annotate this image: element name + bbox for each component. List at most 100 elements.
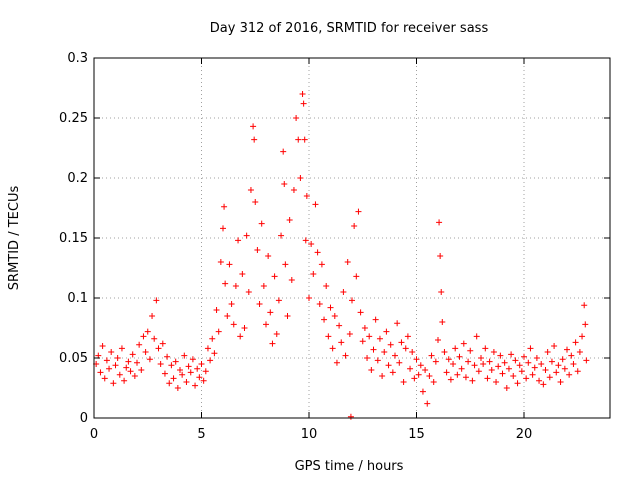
- data-point: [286, 217, 293, 223]
- data-point: [159, 340, 166, 347]
- data-point: [576, 349, 583, 355]
- data-point: [462, 374, 469, 381]
- data-point: [202, 368, 209, 375]
- data-point: [439, 319, 446, 325]
- data-point: [121, 377, 128, 384]
- data-point: [581, 302, 588, 309]
- data-point: [187, 369, 194, 376]
- data-point: [398, 339, 405, 346]
- x-tick-label: 10: [301, 427, 318, 442]
- y-tick-label: 0.25: [59, 111, 88, 126]
- data-point: [299, 91, 306, 97]
- data-point: [164, 353, 171, 360]
- data-point: [579, 333, 586, 340]
- data-point: [531, 364, 538, 371]
- data-point: [438, 289, 445, 295]
- data-point: [473, 333, 480, 340]
- data-point: [271, 273, 278, 280]
- data-point: [533, 355, 540, 361]
- data-point: [123, 364, 130, 371]
- data-point: [512, 357, 519, 364]
- data-point: [540, 381, 547, 388]
- data-point: [445, 356, 452, 363]
- data-point: [125, 358, 132, 365]
- data-point: [252, 199, 259, 205]
- data-point: [400, 379, 407, 385]
- data-point: [508, 351, 515, 358]
- data-point: [564, 346, 570, 353]
- data-point: [370, 346, 377, 353]
- data-point: [232, 283, 239, 289]
- data-point: [288, 277, 295, 283]
- data-point: [357, 309, 364, 316]
- data-point: [230, 321, 237, 328]
- data-point: [251, 136, 258, 143]
- data-point: [295, 136, 302, 143]
- data-point: [376, 335, 383, 342]
- data-point: [415, 371, 422, 378]
- data-point: [153, 297, 160, 304]
- y-tick-label: 0.05: [59, 351, 88, 366]
- data-point: [303, 193, 310, 199]
- data-point: [527, 345, 534, 352]
- data-point: [254, 247, 261, 253]
- data-point: [101, 375, 108, 382]
- data-point: [366, 333, 373, 340]
- data-point: [217, 259, 224, 265]
- data-point: [381, 349, 388, 355]
- data-point: [557, 379, 564, 385]
- data-point: [407, 365, 414, 372]
- data-point: [241, 325, 248, 331]
- data-point: [116, 371, 123, 378]
- data-point: [383, 328, 390, 335]
- data-point: [392, 352, 398, 359]
- data-point: [499, 370, 506, 377]
- data-point: [189, 356, 196, 363]
- data-point: [404, 333, 411, 340]
- data-point: [265, 253, 272, 259]
- data-point: [336, 322, 343, 329]
- data-point: [514, 380, 521, 387]
- data-point: [112, 362, 119, 369]
- data-point: [222, 280, 229, 287]
- data-point: [267, 309, 274, 316]
- data-point: [331, 313, 338, 319]
- data-point: [396, 359, 403, 366]
- data-point: [480, 361, 487, 367]
- data-point: [495, 363, 502, 370]
- data-point: [529, 371, 536, 378]
- data-point: [570, 361, 577, 367]
- data-point: [235, 237, 242, 244]
- data-point: [402, 345, 409, 352]
- data-point: [469, 377, 476, 384]
- data-point: [106, 365, 113, 372]
- data-point: [460, 340, 467, 347]
- data-point: [278, 232, 285, 239]
- data-point: [359, 338, 366, 345]
- data-point: [185, 363, 192, 370]
- data-point: [544, 349, 551, 355]
- data-point: [465, 358, 472, 365]
- data-point: [157, 361, 164, 367]
- data-point: [226, 261, 233, 268]
- data-point: [482, 345, 489, 352]
- data-point: [364, 355, 371, 361]
- data-point: [478, 355, 484, 361]
- data-point: [224, 313, 231, 319]
- data-point: [103, 357, 110, 364]
- data-point: [430, 379, 437, 385]
- data-point: [428, 352, 435, 359]
- data-point: [379, 373, 386, 379]
- data-point: [435, 337, 441, 343]
- data-point: [582, 321, 589, 328]
- data-point: [411, 375, 418, 382]
- data-point: [260, 283, 267, 289]
- data-point: [574, 368, 581, 375]
- data-point: [161, 370, 168, 377]
- data-point: [553, 369, 560, 376]
- data-point: [99, 343, 106, 349]
- data-point: [146, 356, 153, 363]
- data-point: [170, 375, 177, 382]
- data-point: [484, 375, 491, 382]
